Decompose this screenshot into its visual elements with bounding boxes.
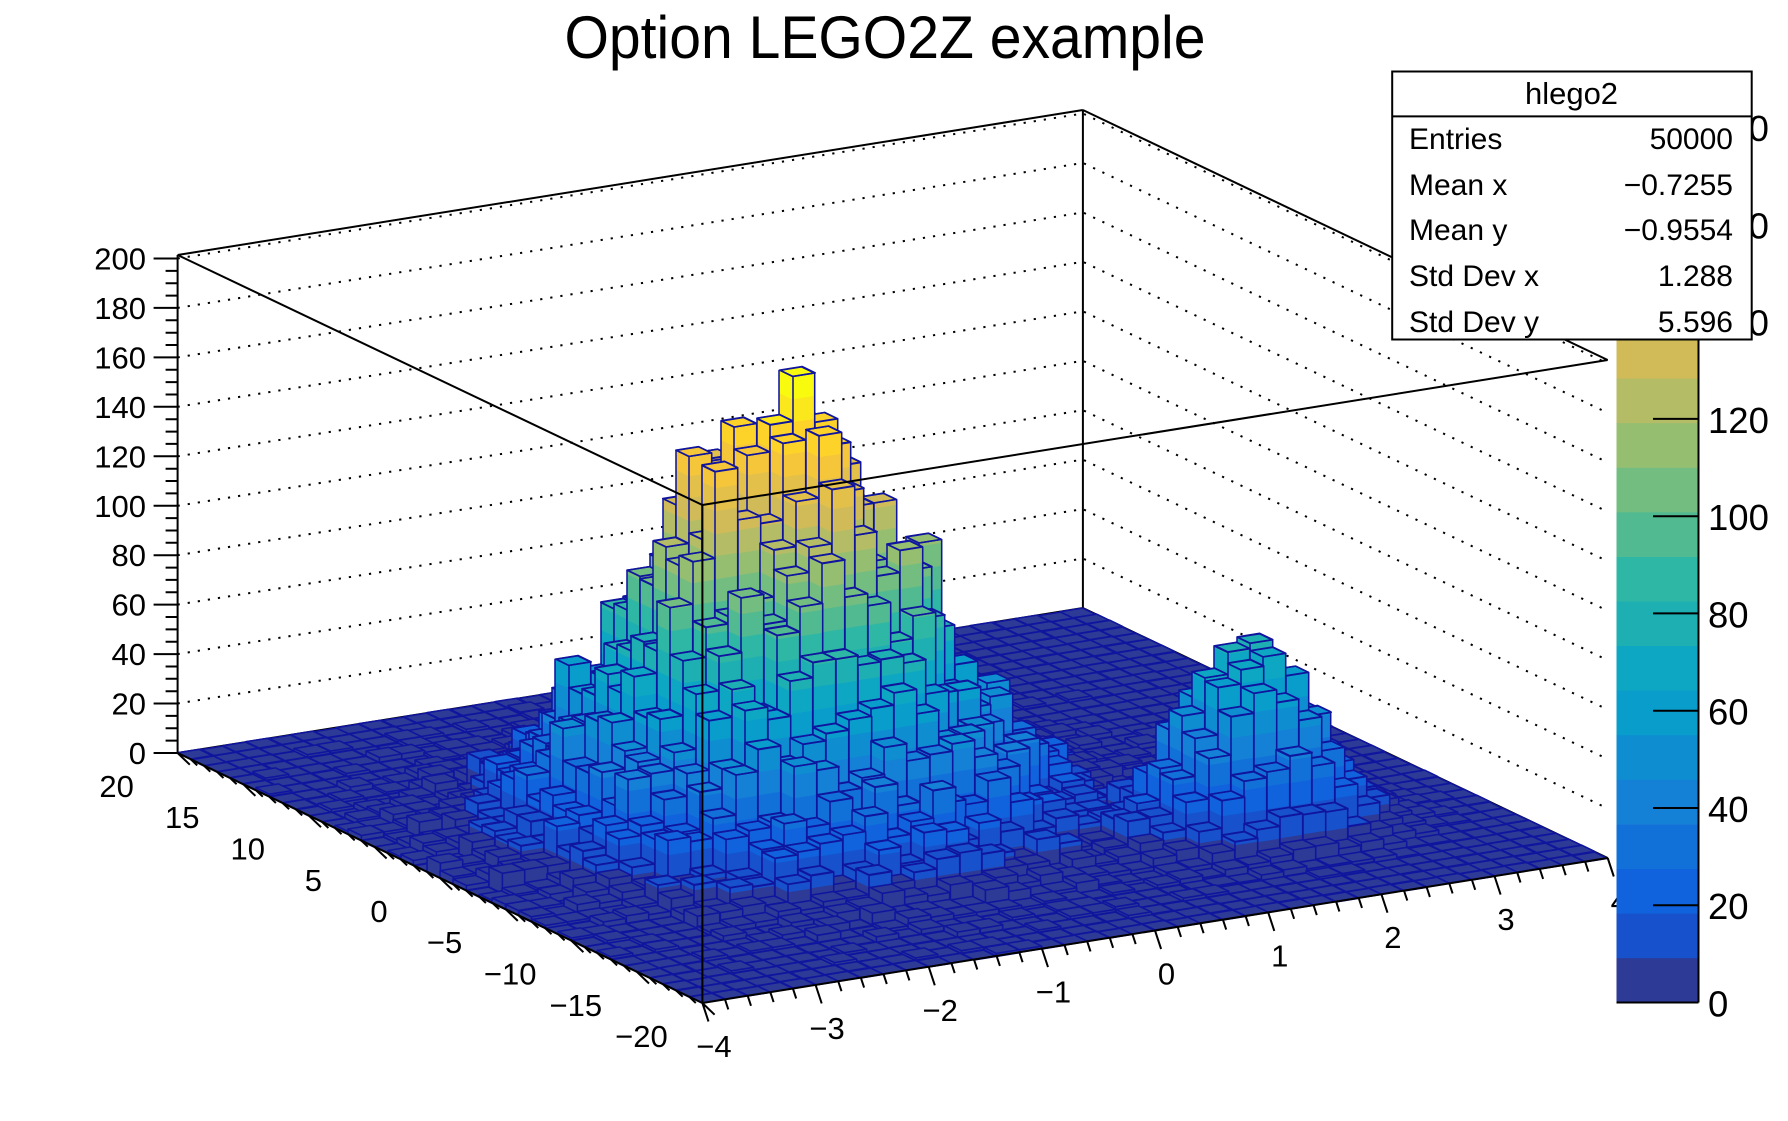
svg-text:Std Dev x: Std Dev x xyxy=(1409,260,1539,293)
svg-text:−3: −3 xyxy=(809,1011,844,1046)
svg-text:5.596: 5.596 xyxy=(1658,306,1733,339)
svg-text:40: 40 xyxy=(112,637,146,672)
svg-text:80: 80 xyxy=(112,538,146,573)
svg-text:−2: −2 xyxy=(923,993,958,1028)
svg-text:180: 180 xyxy=(94,291,146,326)
svg-text:1.288: 1.288 xyxy=(1658,260,1733,293)
svg-text:20: 20 xyxy=(1708,886,1749,927)
svg-text:60: 60 xyxy=(1708,692,1749,733)
svg-text:Mean x: Mean x xyxy=(1409,169,1507,202)
svg-text:Entries: Entries xyxy=(1409,123,1502,156)
svg-text:3: 3 xyxy=(1497,902,1514,937)
svg-text:100: 100 xyxy=(94,489,146,524)
svg-text:Option LEGO2Z example: Option LEGO2Z example xyxy=(565,4,1206,71)
svg-text:60: 60 xyxy=(112,588,146,623)
svg-text:40: 40 xyxy=(1708,789,1749,830)
svg-text:50000: 50000 xyxy=(1650,123,1733,156)
svg-text:200: 200 xyxy=(94,242,146,277)
svg-text:20: 20 xyxy=(112,687,146,722)
svg-text:Mean y: Mean y xyxy=(1409,214,1507,247)
svg-text:0: 0 xyxy=(129,736,146,771)
svg-text:2: 2 xyxy=(1384,920,1401,955)
svg-text:−10: −10 xyxy=(484,957,537,992)
svg-text:140: 140 xyxy=(94,390,146,425)
svg-text:−1: −1 xyxy=(1036,975,1071,1010)
svg-text:0: 0 xyxy=(370,894,387,929)
svg-text:20: 20 xyxy=(99,769,133,804)
svg-text:0: 0 xyxy=(1708,984,1728,1025)
svg-text:1: 1 xyxy=(1271,938,1288,973)
svg-text:−5: −5 xyxy=(427,925,462,960)
svg-text:120: 120 xyxy=(94,439,146,474)
svg-text:−20: −20 xyxy=(615,1019,668,1054)
svg-text:160: 160 xyxy=(94,340,146,375)
svg-text:−15: −15 xyxy=(550,988,603,1023)
svg-text:Std Dev y: Std Dev y xyxy=(1409,306,1539,339)
svg-text:−4: −4 xyxy=(696,1029,731,1064)
svg-text:10: 10 xyxy=(231,832,265,867)
svg-text:100: 100 xyxy=(1708,497,1769,538)
svg-text:15: 15 xyxy=(165,800,199,835)
svg-text:0: 0 xyxy=(1158,957,1175,992)
svg-text:80: 80 xyxy=(1708,594,1749,635)
svg-text:−0.9554: −0.9554 xyxy=(1624,214,1733,247)
svg-text:120: 120 xyxy=(1708,400,1769,441)
svg-text:−0.7255: −0.7255 xyxy=(1624,169,1733,202)
svg-text:5: 5 xyxy=(305,863,322,898)
svg-text:hlego2: hlego2 xyxy=(1525,76,1618,111)
